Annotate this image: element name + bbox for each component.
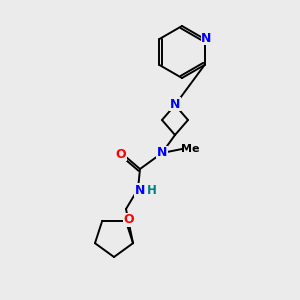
Text: O: O — [123, 213, 134, 226]
Text: N: N — [157, 146, 167, 160]
Text: H: H — [147, 184, 157, 196]
Text: Me: Me — [181, 144, 199, 154]
Text: N: N — [170, 98, 180, 110]
Text: N: N — [135, 184, 145, 196]
Text: O: O — [116, 148, 126, 160]
Text: N: N — [201, 32, 212, 44]
